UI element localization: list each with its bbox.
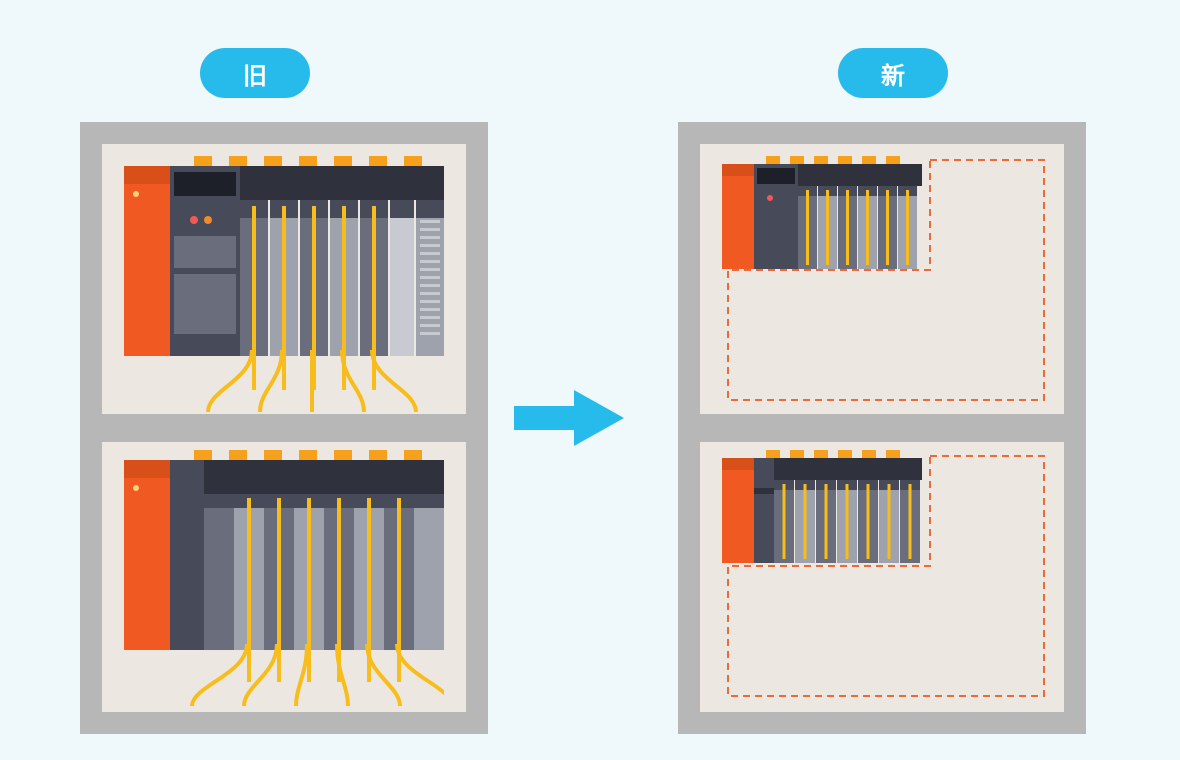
plc-old-bottom xyxy=(124,450,444,710)
comparison-diagram: 旧 新 xyxy=(0,0,1180,760)
arrow-svg xyxy=(514,390,624,446)
badge-old: 旧 xyxy=(200,48,310,98)
arrow-icon xyxy=(514,390,624,440)
plc-new-top xyxy=(722,156,922,271)
plc-new-top-svg xyxy=(722,156,922,271)
cabinet-old xyxy=(80,122,488,734)
plc-old-top-svg xyxy=(124,156,444,416)
cabinet-new-divider xyxy=(700,414,1064,442)
plc-old-bottom-svg xyxy=(124,450,444,710)
cabinet-old-divider xyxy=(102,414,466,442)
plc-new-bottom-svg xyxy=(722,450,922,565)
badge-new: 新 xyxy=(838,48,948,98)
plc-new-bottom xyxy=(722,450,922,565)
plc-old-top xyxy=(124,156,444,416)
badge-old-label: 旧 xyxy=(243,56,267,91)
badge-new-label: 新 xyxy=(881,56,905,91)
cabinet-new xyxy=(678,122,1086,734)
